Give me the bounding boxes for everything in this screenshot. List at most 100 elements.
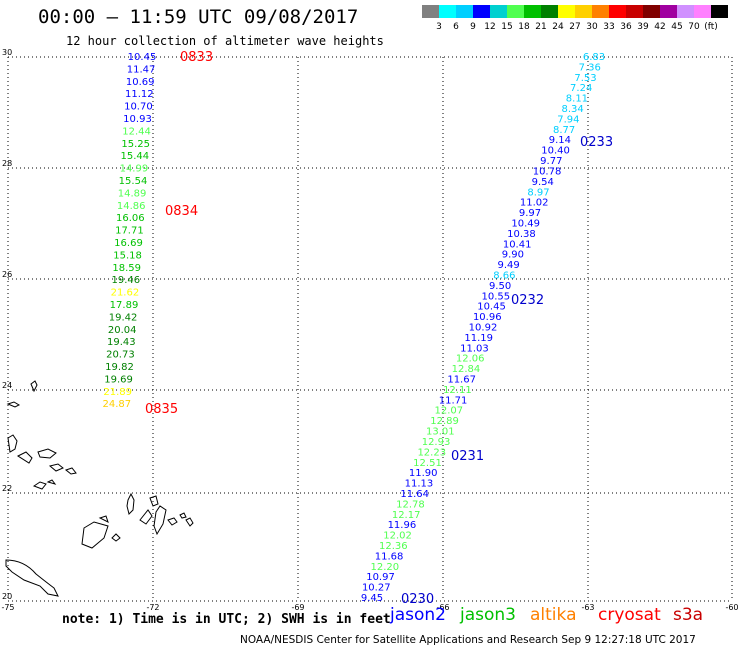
land-outline (48, 463, 64, 472)
pass-time-label: 0233 (580, 135, 613, 150)
wave-height-label: 10.69 (126, 77, 155, 88)
lat-tick-label: 28 (2, 159, 12, 168)
footnote: note: 1) Time is in UTC; 2) SWH is in fe… (62, 612, 391, 627)
wave-height-label: 12.11 (443, 385, 472, 396)
wave-height-label: 18.59 (112, 263, 141, 274)
lat-tick-label: 20 (2, 592, 12, 601)
wave-height-label: 12.36 (379, 541, 408, 552)
wave-height-label: 11.03 (460, 343, 489, 354)
lat-tick-label: 26 (2, 270, 12, 279)
wave-height-label: 12.51 (413, 458, 442, 469)
wave-height-label: 10.27 (362, 583, 391, 594)
legend-label: 21 (535, 22, 547, 32)
pass-time-label: 0231 (451, 449, 484, 464)
wave-height-label: 14.89 (118, 188, 147, 199)
satellite-tracks: 10.4511.4710.6911.1210.7010.9312.4415.25… (102, 50, 613, 607)
legend-label: (ft) (704, 22, 718, 32)
wave-height-label: 9.50 (489, 281, 511, 292)
lon-tick-label: -69 (291, 603, 304, 612)
wave-height-label: 9.90 (502, 250, 524, 261)
satellite-name-jason3: jason3 (460, 605, 516, 625)
wave-height-label: 10.49 (511, 218, 540, 229)
legend-swatch (541, 5, 558, 18)
map-title: 00:00 – 11:59 UTC 09/08/2017 (38, 6, 359, 28)
land-outline (185, 517, 194, 527)
pass-time-label: 0835 (145, 402, 178, 417)
legend-label: 42 (654, 22, 666, 32)
wave-height-label: 19.42 (109, 312, 138, 323)
legend-swatch (711, 5, 728, 18)
wave-height-label: 12.06 (456, 354, 485, 365)
wave-height-label: 13.01 (426, 427, 455, 438)
wave-height-label: 12.78 (396, 499, 425, 510)
wave-height-label: 8.66 (493, 270, 515, 281)
wave-height-label: 8.77 (553, 125, 575, 136)
wave-height-label: 7.94 (557, 114, 579, 125)
legend-swatch (456, 5, 473, 18)
wave-height-label: 12.93 (422, 437, 451, 448)
wave-height-label: 11.71 (439, 395, 468, 406)
legend-label: 24 (552, 22, 564, 32)
legend-swatch (558, 5, 575, 18)
legend-swatch (524, 5, 541, 18)
legend-swatch (694, 5, 711, 18)
land-outline (98, 515, 109, 523)
lon-tick-label: -75 (1, 603, 14, 612)
wave-height-label: 19.69 (104, 374, 133, 385)
land-outline (111, 533, 121, 542)
wave-height-label: 19.82 (105, 362, 134, 373)
lat-tick-label: 24 (2, 381, 12, 390)
graticule (7, 56, 733, 602)
lat-tick-label: 22 (2, 484, 12, 493)
legend-label: 70 (688, 22, 700, 32)
wave-height-label: 10.78 (533, 166, 562, 177)
legend-label: 6 (453, 22, 459, 32)
wave-height-label: 11.02 (520, 198, 549, 209)
legend-label: 33 (603, 22, 615, 32)
legend-swatch (643, 5, 660, 18)
wave-height-label: 6.83 (583, 52, 605, 63)
wave-height-label: 12.07 (435, 406, 464, 417)
wave-height-label: 10.93 (123, 114, 152, 125)
legend-swatch (507, 5, 524, 18)
wave-height-label: 11.13 (405, 479, 434, 490)
legend-swatch (626, 5, 643, 18)
legend-swatch (592, 5, 609, 18)
land-outline (81, 521, 109, 549)
satellite-name-s3a: s3a (673, 605, 704, 625)
wave-height-label: 16.69 (114, 238, 143, 249)
pass-time-label: 0232 (511, 293, 544, 308)
wave-height-label: 11.68 (375, 551, 404, 562)
legend-swatch (660, 5, 677, 18)
wave-height-label: 7.36 (579, 62, 601, 73)
wave-height-label: 10.97 (366, 572, 395, 583)
wave-height-label: 16.06 (116, 213, 145, 224)
wave-height-label: 11.12 (125, 89, 154, 100)
wave-height-label: 11.67 (447, 375, 476, 386)
lon-tick-label: -72 (146, 603, 159, 612)
land-outline (5, 559, 59, 597)
wave-height-label: 9.54 (532, 177, 554, 188)
land-outline (179, 512, 187, 519)
wave-height-label: 10.41 (503, 239, 532, 250)
satellite-name-jason2: jason2 (390, 605, 446, 625)
legend-label: 12 (484, 22, 496, 32)
pass-time-label: 0834 (165, 204, 198, 219)
wave-height-label: 10.96 (473, 312, 502, 323)
satellite-name-cryosat: cryosat (598, 605, 661, 625)
land-outline (32, 481, 47, 490)
wave-height-label: 11.64 (400, 489, 429, 500)
lon-tick-label: -63 (581, 603, 594, 612)
wave-height-label: 9.97 (519, 208, 541, 219)
wave-height-label: 20.73 (106, 350, 135, 361)
legend-label: 36 (620, 22, 632, 32)
land-outline (6, 401, 21, 408)
land-outline (167, 517, 178, 526)
wave-height-label: 19.46 (111, 275, 140, 286)
legend-swatch (473, 5, 490, 18)
land-outline (149, 495, 159, 507)
wave-height-label: 10.40 (541, 146, 570, 157)
land-outline (16, 451, 33, 464)
legend-swatch (490, 5, 507, 18)
wave-height-label: 8.11 (566, 94, 588, 105)
